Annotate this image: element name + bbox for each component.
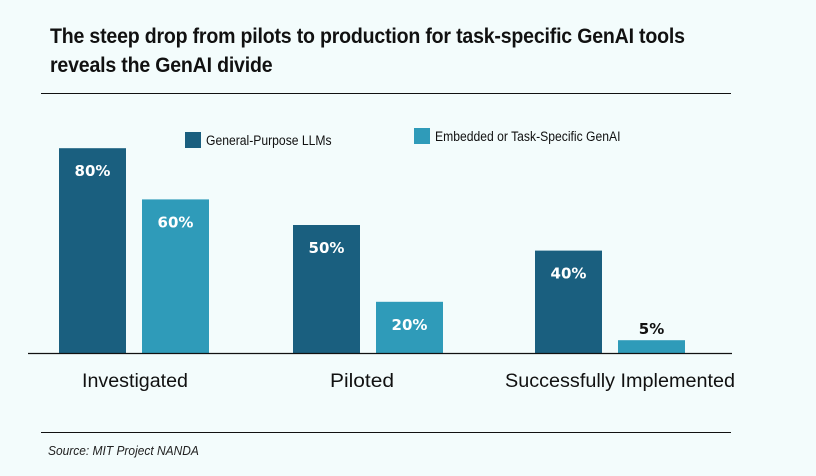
x-tick-label-investigated: Investigated bbox=[82, 371, 188, 392]
legend-item-embedded: Embedded or Task-Specific GenAI bbox=[414, 128, 641, 144]
data-label-general-purpose-llms-successfully-implemented: 40% bbox=[551, 265, 587, 283]
bar-general-purpose-llms-successfully-implemented bbox=[535, 250, 602, 353]
data-label-embedded-or-task-specific-genai-piloted: 20% bbox=[392, 316, 428, 334]
x-tick-label-successfully-implemented: Successfully Implemented bbox=[505, 371, 735, 392]
bar-embedded-or-task-specific-genai-piloted bbox=[376, 301, 443, 353]
legend-swatch-embedded bbox=[414, 128, 430, 144]
data-label-general-purpose-llms-piloted: 50% bbox=[309, 239, 345, 257]
data-label-embedded-or-task-specific-genai-investigated: 60% bbox=[158, 213, 194, 231]
bar-embedded-or-task-specific-genai-successfully-implemented bbox=[618, 340, 685, 353]
chart-title: The steep drop from pilots to production… bbox=[50, 25, 685, 77]
title-divider bbox=[41, 93, 731, 94]
source-note: Source: MIT Project NANDA bbox=[48, 443, 199, 458]
bar-general-purpose-llms-investigated bbox=[59, 148, 126, 353]
x-tick-label-piloted: Piloted bbox=[330, 371, 394, 392]
bar-embedded-or-task-specific-genai-investigated bbox=[142, 199, 209, 353]
legend-item-general: General-Purpose LLMs bbox=[185, 132, 346, 148]
footer-divider bbox=[41, 432, 731, 433]
bar-general-purpose-llms-piloted bbox=[293, 225, 360, 353]
data-label-general-purpose-llms-investigated: 80% bbox=[75, 162, 111, 180]
legend-label-embedded: Embedded or Task-Specific GenAI bbox=[435, 128, 621, 144]
data-label-embedded-or-task-specific-genai-successfully-implemented: 5% bbox=[639, 320, 664, 338]
legend-label-general: General-Purpose LLMs bbox=[206, 132, 332, 148]
legend-swatch-general bbox=[185, 132, 201, 148]
